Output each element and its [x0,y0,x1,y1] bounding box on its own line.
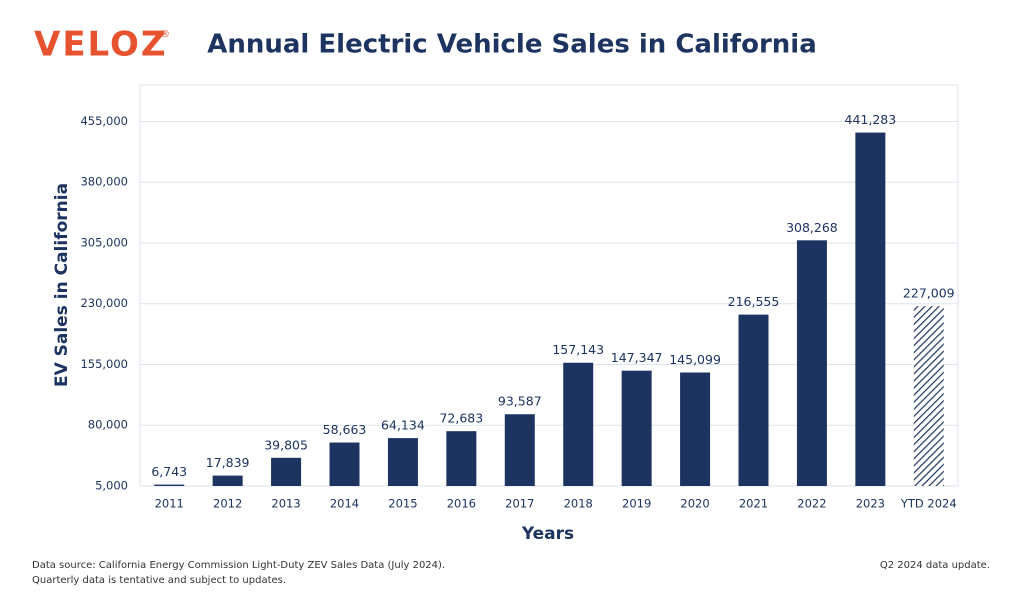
bar [271,457,302,486]
x-tick-label: 2018 [564,497,593,511]
y-tick-label: 5,000 [95,479,128,493]
value-label: 6,743 [151,464,187,479]
x-tick-label: 2021 [739,497,768,511]
x-tick-label: 2023 [856,497,885,511]
x-tick-label: 2013 [271,497,300,511]
bar [738,314,769,486]
bar [387,438,418,486]
y-axis-label: EV Sales in California [52,183,72,387]
value-label: 58,663 [323,422,367,437]
value-label: 157,143 [552,342,604,357]
bar [212,475,243,486]
x-tick-label: 2011 [155,497,184,511]
logo-mark: ® [160,29,170,40]
logo: VELOZ [34,25,168,65]
x-tick-label: 2019 [622,497,651,511]
value-label: 308,268 [786,220,838,235]
footnote: Quarterly data is tentative and subject … [32,575,286,586]
update-note: Q2 2024 data update. [880,560,990,571]
y-tick-label: 155,000 [80,357,128,371]
source-note: Data source: California Energy Commissio… [32,560,445,571]
bar [855,132,886,486]
value-label: 441,283 [845,112,897,127]
x-axis-label: Years [521,524,574,544]
bar [913,306,944,486]
x-tick-label: 2017 [505,497,534,511]
bar [154,484,185,486]
bar [680,372,711,486]
value-label: 145,099 [669,352,721,367]
value-label: 227,009 [903,286,955,301]
value-label: 147,347 [611,350,663,365]
x-tick-label: YTD 2024 [900,497,957,511]
bar [446,431,477,486]
y-tick-label: 380,000 [80,175,128,189]
x-tick-label: 2022 [797,497,826,511]
bar [504,414,535,486]
bar [796,240,827,486]
value-label: 72,683 [439,411,483,426]
x-tick-label: 2012 [213,497,242,511]
value-label: 93,587 [498,394,542,409]
y-tick-label: 455,000 [80,114,128,128]
y-tick-label: 305,000 [80,235,128,249]
x-tick-label: 2020 [680,497,709,511]
plot-frame [139,84,959,487]
value-label: 39,805 [264,437,308,452]
x-tick-label: 2014 [330,497,359,511]
value-label: 17,839 [206,455,250,470]
chart-title: Annual Electric Vehicle Sales in Califor… [207,30,817,60]
bar [621,370,652,486]
y-tick-label: 80,000 [88,418,128,432]
bar [563,362,594,486]
x-tick-label: 2016 [447,497,476,511]
x-tick-label: 2015 [388,497,417,511]
y-tick-label: 230,000 [80,296,128,310]
bar [329,442,360,486]
value-label: 64,134 [381,418,425,433]
value-label: 216,555 [728,294,780,309]
